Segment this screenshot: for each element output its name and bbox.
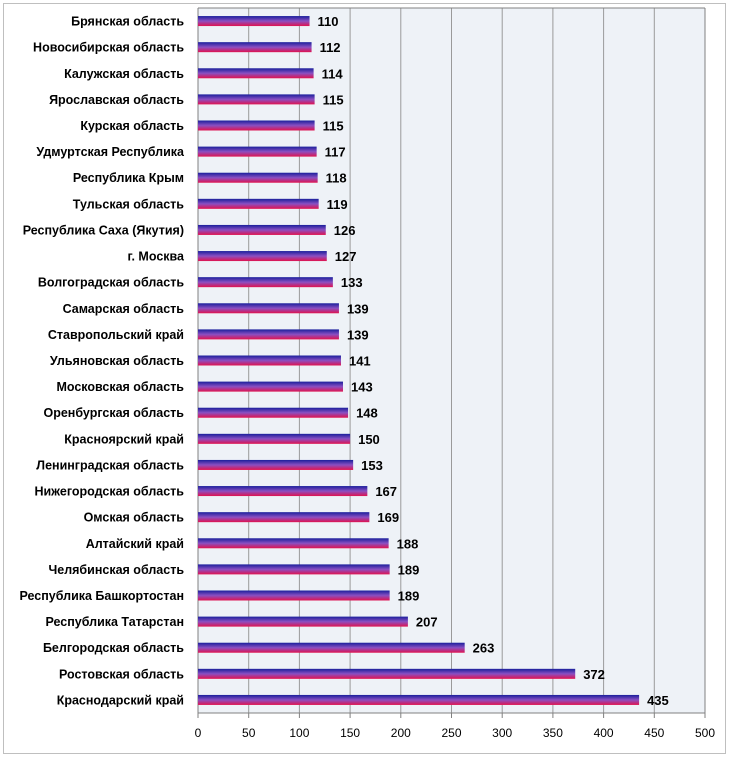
category-label: Республика Крым [73,171,184,185]
data-label: 153 [361,458,383,473]
bar [198,172,318,183]
data-label: 150 [358,432,380,447]
data-label: 133 [341,275,363,290]
data-label: 188 [397,536,419,551]
data-label: 207 [416,615,438,630]
category-label: Ульяновская область [50,354,184,368]
bar [198,433,351,444]
bar [198,407,349,418]
data-label: 110 [318,14,339,29]
data-label: 141 [349,354,371,369]
bar [198,459,354,470]
category-label: Волгоградская область [38,276,184,290]
data-label: 263 [473,641,495,656]
x-axis: 0 50 100 150 200 250 300 350 400 450 500 [195,712,715,740]
data-label: 126 [334,223,356,238]
data-label: 372 [583,667,605,682]
category-label: Тульская область [73,197,185,211]
category-label: Новосибирская область [33,41,184,55]
data-label: 127 [335,249,357,264]
data-label: 143 [351,380,373,395]
bars [198,16,640,705]
x-tick-label: 250 [441,726,461,740]
category-label: Красноярский край [64,432,184,446]
category-label: г. Москва [128,250,186,264]
x-tick-label: 400 [594,726,614,740]
x-tick-label: 50 [242,726,256,740]
category-label: Курская область [80,119,184,133]
category-label: Республика Саха (Якутия) [23,223,184,237]
bar [198,42,312,53]
bar [198,16,310,27]
category-label: Республика Башкортостан [19,589,184,603]
x-tick-label: 500 [695,726,715,740]
x-tick-label: 450 [644,726,664,740]
x-tick-label: 200 [391,726,411,740]
category-label: Ярославская область [49,93,184,107]
category-label: Омская область [84,511,185,525]
bar [198,512,370,523]
bar [198,668,576,679]
data-labels: 110 112 114 115 115 117 118 119 126 127 133 139 139 1… [318,14,669,708]
category-label: Брянская область [71,15,184,29]
bar [198,486,368,497]
category-label: Челябинская область [48,563,184,577]
bar [198,538,389,549]
bar [198,355,341,366]
bar [198,251,327,262]
data-label: 115 [323,119,344,134]
category-label: Республика Татарстан [45,615,184,629]
bar [198,381,344,392]
bar [198,642,465,653]
category-label: Ленинградская область [36,458,184,472]
data-label: 169 [377,510,399,525]
data-label: 139 [347,327,369,342]
bar [198,694,640,705]
category-label: Нижегородская область [34,485,184,499]
category-label: Ставропольский край [48,328,184,342]
data-label: 117 [325,145,346,160]
bar [198,616,408,627]
bar [198,146,317,157]
x-tick-label: 100 [289,726,309,740]
bar [198,68,314,79]
category-labels: Брянская область Новосибирская область Кал… [19,15,185,708]
category-label: Алтайский край [86,537,184,551]
bar [198,564,390,575]
data-label: 167 [375,484,397,499]
bar [198,277,333,288]
data-label: 435 [647,693,669,708]
data-label: 119 [327,197,348,212]
data-label: 189 [398,589,420,604]
bar [198,590,390,601]
category-label: Удмуртская Республика [36,145,185,159]
data-label: 114 [322,66,344,81]
data-label: 118 [326,171,347,186]
data-label: 115 [323,92,344,107]
bar [198,303,339,314]
data-label: 189 [398,562,420,577]
category-label: Краснодарский край [57,693,184,707]
bar [198,198,319,209]
category-label: Ростовская область [59,667,184,681]
data-label: 112 [320,40,341,55]
category-label: Белгородская область [43,641,184,655]
x-tick-label: 0 [195,726,202,740]
bar [198,94,315,105]
category-label: Самарская область [63,302,185,316]
x-tick-label: 300 [492,726,512,740]
x-tick-label: 350 [543,726,563,740]
bar [198,120,315,131]
x-tick-label: 150 [340,726,360,740]
bar [198,329,339,340]
bar [198,224,326,235]
category-label: Московская область [56,380,184,394]
data-label: 148 [356,406,378,421]
category-label: Калужская область [64,67,184,81]
category-label: Оренбургская область [43,406,184,420]
data-label: 139 [347,301,369,316]
